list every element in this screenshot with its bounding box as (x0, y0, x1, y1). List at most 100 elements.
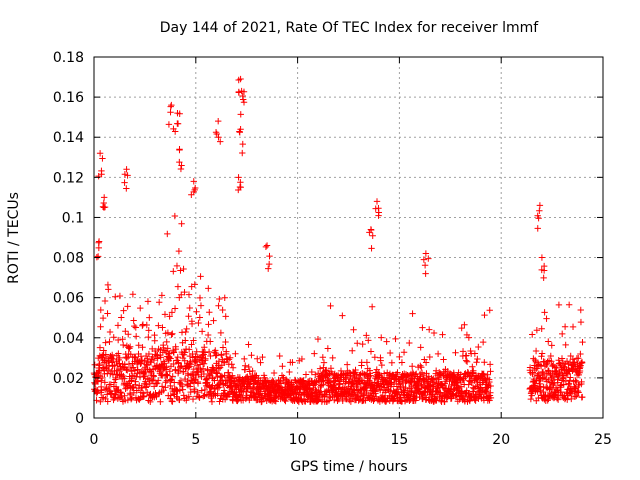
data-point (128, 368, 135, 375)
data-point (143, 381, 150, 389)
data-point (121, 171, 129, 178)
data-point (137, 304, 144, 312)
data-point (380, 370, 388, 377)
data-point (306, 385, 314, 392)
data-point (259, 353, 266, 361)
data-point (179, 386, 186, 393)
data-point (216, 295, 223, 303)
data-point (200, 360, 208, 367)
data-point (173, 262, 181, 270)
data-point (565, 380, 573, 387)
data-point (189, 395, 197, 403)
data-point (543, 361, 550, 368)
data-point (577, 350, 584, 358)
data-point (204, 331, 212, 339)
data-point (425, 255, 432, 262)
data-point (95, 239, 102, 246)
data-point (139, 344, 146, 351)
y-tick-label: 0.1 (62, 210, 84, 226)
data-point (529, 331, 536, 338)
data-point (215, 365, 222, 372)
data-point (234, 397, 241, 405)
data-point (145, 327, 152, 334)
data-point (368, 245, 375, 252)
data-point (579, 393, 586, 401)
data-point (470, 367, 477, 374)
data-point (116, 354, 123, 362)
data-point (149, 353, 156, 361)
data-point (371, 354, 379, 361)
data-point (400, 349, 408, 356)
data-point (124, 396, 132, 404)
data-point (155, 299, 163, 306)
data-point (339, 397, 346, 405)
data-point (190, 337, 197, 344)
data-point (163, 364, 170, 371)
data-point (205, 321, 212, 328)
data-point (540, 274, 547, 282)
data-point (239, 96, 247, 103)
data-point (98, 387, 105, 394)
data-point (308, 368, 315, 376)
data-point (180, 265, 187, 273)
data-point (196, 394, 203, 401)
data-point (145, 333, 152, 341)
data-point (312, 371, 319, 378)
data-point (105, 286, 112, 293)
data-point (201, 344, 208, 351)
data-point (185, 346, 193, 353)
data-point (99, 203, 107, 210)
data-point (339, 312, 346, 319)
x-tick-label: 10 (289, 432, 307, 448)
data-point (163, 338, 170, 346)
data-point (465, 369, 472, 377)
data-point (386, 349, 394, 357)
data-point (359, 340, 366, 348)
data-point (125, 331, 132, 338)
data-point (440, 356, 447, 363)
data-point (174, 283, 182, 290)
chart-title: Day 144 of 2021, Rate Of TEC Index for r… (160, 20, 540, 36)
data-point (331, 396, 338, 404)
data-point (577, 306, 584, 314)
data-point (120, 341, 127, 349)
data-point (170, 360, 177, 368)
data-point (143, 361, 151, 369)
data-point (539, 375, 547, 382)
data-point (567, 352, 574, 360)
data-point (132, 378, 139, 385)
data-point (406, 339, 413, 347)
data-point (215, 134, 222, 141)
data-point (153, 380, 160, 387)
data-point (419, 324, 426, 331)
data-point (430, 398, 438, 406)
data-point (363, 387, 370, 395)
data-point (185, 364, 192, 371)
data-point (532, 347, 540, 355)
data-point (116, 292, 124, 300)
data-point (534, 212, 541, 219)
data-point (193, 308, 200, 315)
data-point (579, 338, 586, 346)
data-point (147, 398, 154, 406)
data-point (170, 268, 177, 275)
data-point (159, 324, 166, 331)
data-point (196, 294, 204, 302)
data-point (155, 322, 162, 329)
data-point (212, 128, 220, 136)
data-point (372, 388, 379, 395)
data-point (222, 338, 229, 346)
data-point (373, 366, 380, 373)
data-point (418, 381, 425, 388)
data-point (538, 353, 545, 360)
data-point (377, 357, 384, 364)
data-point (239, 140, 246, 148)
data-point (217, 372, 225, 380)
data-point (221, 359, 228, 366)
data-point (480, 370, 487, 378)
data-point (140, 373, 147, 381)
data-point (571, 384, 579, 392)
data-point (162, 379, 169, 386)
data-point (254, 355, 261, 363)
data-point (229, 372, 236, 379)
